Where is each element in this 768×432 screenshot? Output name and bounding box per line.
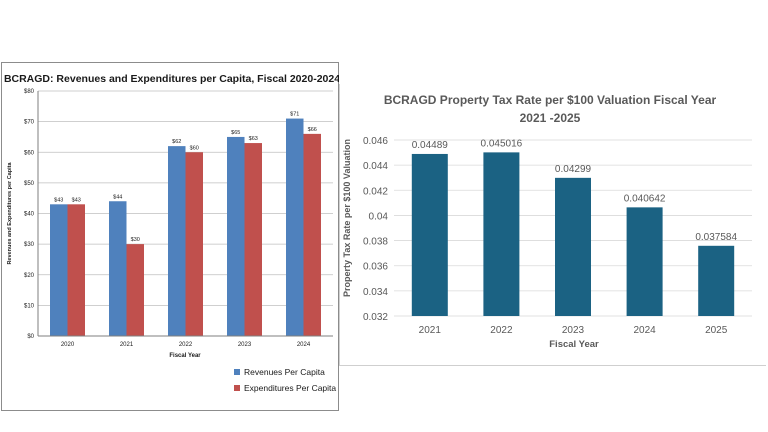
chart1-bar-revenues <box>50 204 68 336</box>
chart2-y-tick-label: 0.032 <box>363 312 388 323</box>
chart1-data-label: $43 <box>54 197 63 203</box>
legend-label-revenues: Revenues Per Capita <box>244 367 325 377</box>
chart1-bar-expenditures <box>185 152 203 336</box>
chart2-y-tick-label: 0.046 <box>363 136 388 147</box>
chart1-data-label: $30 <box>131 237 140 243</box>
chart2-background <box>339 84 766 366</box>
chart2-bar <box>555 177 591 316</box>
chart1-bar-revenues <box>286 118 304 336</box>
chart1-y-tick-label: $40 <box>24 212 35 218</box>
chart2-y-tick-labels: 0.032 0.034 0.036 0.038 0.04 0.042 0.044 0.046 <box>363 136 388 323</box>
chart2-title-line1: BCRAGD Property Tax Rate per $100 Valuat… <box>384 93 717 107</box>
chart2-bar <box>626 207 663 316</box>
chart1-bar-revenues <box>227 136 245 336</box>
chart2-x-tick-label: 2024 <box>633 325 656 336</box>
legend-swatch-expenditures <box>234 385 240 391</box>
chart1-data-labels: $43 $43 $44 $30 $62 $60 $65 $63 $71 $66 <box>54 112 317 244</box>
chart2-data-label: 0.045016 <box>481 138 523 149</box>
chart2-data-label: 0.037584 <box>695 232 737 243</box>
chart1-y-tick-label: $50 <box>24 181 35 187</box>
chart2-y-tick-label: 0.042 <box>363 186 388 197</box>
property-tax-rate-chart: BCRAGD Property Tax Rate per $100 Valuat… <box>339 84 766 366</box>
chart1-y-tick-label: $60 <box>24 150 35 156</box>
chart2-y-tick-label: 0.04 <box>369 211 389 222</box>
chart2-x-tick-label: 2021 <box>419 325 442 336</box>
chart2-bar <box>698 245 735 316</box>
chart1-y-tick-label: $0 <box>27 334 34 340</box>
chart1-data-label: $62 <box>172 139 181 145</box>
chart1-y-tick-label: $20 <box>24 273 35 279</box>
chart2-x-tick-labels: 2021 2022 2023 2024 2025 <box>419 325 728 336</box>
chart2-data-label: 0.04299 <box>555 164 592 175</box>
chart1-y-tick-label: $80 <box>24 89 35 95</box>
revenue-expenditure-chart: BCRAGD: Revenues and Expenditures per Ca… <box>1 62 339 411</box>
chart1-x-axis-title: Fiscal Year <box>169 353 201 359</box>
legend-swatch-revenues <box>234 369 240 375</box>
chart1-legend: Revenues Per Capita Expenditures Per Cap… <box>234 367 336 393</box>
chart1-data-label: $66 <box>308 127 317 133</box>
chart2-bar <box>411 153 448 316</box>
chart1-x-tick-label: 2020 <box>61 342 75 348</box>
legend-label-expenditures: Expenditures Per Capita <box>244 383 336 393</box>
chart2-x-axis-title: Fiscal Year <box>549 339 599 350</box>
chart1-y-tick-labels: $0 $10 $20 $30 $40 $50 $60 $70 $80 <box>24 89 35 340</box>
chart2-title-line2: 2021 -2025 <box>520 111 581 125</box>
chart2-data-label: 0.040642 <box>624 193 666 204</box>
chart1-bar-revenues <box>109 201 127 336</box>
chart2-y-tick-label: 0.038 <box>363 237 388 248</box>
chart1-bar-expenditures <box>303 133 321 336</box>
chart1-bar-expenditures <box>67 204 85 336</box>
chart1-data-label: $65 <box>231 130 240 136</box>
chart2-bars <box>411 152 735 316</box>
chart1-bar-expenditures <box>126 244 144 336</box>
chart2-y-tick-label: 0.044 <box>363 161 388 172</box>
chart1-x-tick-label: 2024 <box>297 342 311 348</box>
chart1-data-label: $71 <box>290 112 299 118</box>
chart2-x-tick-label: 2022 <box>490 325 513 336</box>
chart2-y-axis-title: Property Tax Rate per $100 Valuation <box>342 139 352 297</box>
chart1-y-tick-label: $30 <box>24 242 35 248</box>
chart1-data-label: $44 <box>113 194 122 200</box>
chart1-y-tick-label: $10 <box>24 303 35 309</box>
chart1-bar-revenues <box>168 146 186 336</box>
chart2-data-label: 0.04489 <box>412 140 449 151</box>
chart2-x-tick-label: 2023 <box>562 325 585 336</box>
chart1-bars <box>50 118 321 336</box>
chart1-data-label: $43 <box>72 197 81 203</box>
chart2-bar <box>483 152 520 316</box>
chart2-x-tick-label: 2025 <box>705 325 728 336</box>
chart2-y-tick-label: 0.034 <box>363 287 388 298</box>
chart1-bar-expenditures <box>244 143 262 336</box>
chart1-y-axis-title: Revenues and Expenditures per Capita <box>7 162 13 265</box>
chart1-data-label: $60 <box>190 145 199 151</box>
chart1-y-tick-label: $70 <box>24 120 35 126</box>
chart2-y-tick-label: 0.036 <box>363 262 388 273</box>
chart1-x-tick-label: 2021 <box>120 342 134 348</box>
chart1-x-tick-label: 2022 <box>179 342 193 348</box>
chart1-x-tick-labels: 2020 2021 2022 2023 2024 <box>61 342 311 348</box>
chart1-data-label: $63 <box>249 136 258 142</box>
chart1-x-tick-label: 2023 <box>238 342 252 348</box>
chart2-data-labels: 0.04489 0.045016 0.04299 0.040642 0.037584 <box>412 138 738 242</box>
chart1-title: BCRAGD: Revenues and Expenditures per Ca… <box>4 73 339 85</box>
